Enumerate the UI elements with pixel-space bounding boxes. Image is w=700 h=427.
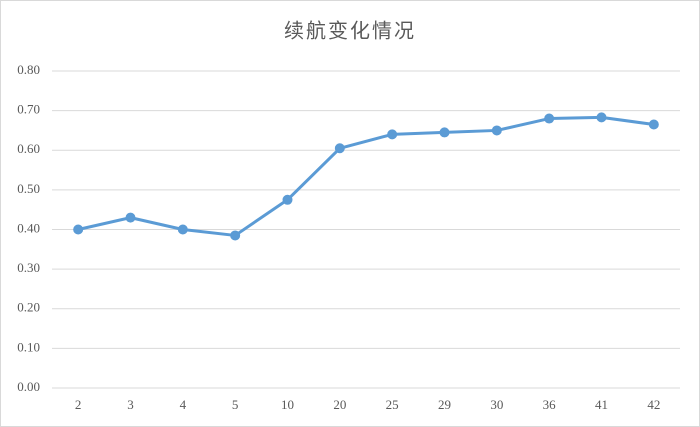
chart-title: 续航变化情况 bbox=[284, 20, 416, 43]
x-tick-label: 42 bbox=[647, 397, 660, 412]
x-tick-label: 25 bbox=[386, 397, 399, 412]
y-tick-label: 0.60 bbox=[17, 141, 40, 156]
data-point bbox=[73, 224, 84, 235]
x-tick-label: 4 bbox=[180, 397, 187, 412]
data-point bbox=[544, 113, 555, 124]
y-tick-label: 0.20 bbox=[17, 300, 40, 315]
data-point bbox=[596, 112, 607, 123]
y-tick-label: 0.50 bbox=[17, 181, 40, 196]
data-line bbox=[77, 115, 655, 237]
x-tick-label: 10 bbox=[281, 397, 294, 412]
y-tick-label: 0.30 bbox=[17, 260, 40, 275]
data-point bbox=[491, 125, 502, 136]
x-tick-label: 20 bbox=[333, 397, 346, 412]
data-point bbox=[387, 129, 398, 140]
y-tick-label: 0.40 bbox=[17, 220, 40, 235]
y-tick-label: 0.00 bbox=[17, 379, 40, 394]
data-point bbox=[125, 212, 136, 223]
x-tick-label: 2 bbox=[75, 397, 82, 412]
x-tick-label: 30 bbox=[490, 397, 503, 412]
x-tick-label: 36 bbox=[543, 397, 557, 412]
x-tick-label: 5 bbox=[232, 397, 239, 412]
x-tick-label: 41 bbox=[595, 397, 608, 412]
data-point bbox=[439, 127, 450, 138]
data-point bbox=[282, 194, 293, 205]
x-tick-label: 29 bbox=[438, 397, 451, 412]
data-point bbox=[230, 230, 241, 241]
y-tick-label: 0.10 bbox=[17, 339, 40, 354]
data-point bbox=[648, 119, 659, 130]
data-point bbox=[177, 224, 188, 235]
y-tick-label: 0.70 bbox=[17, 102, 40, 117]
y-tick-label: 0.80 bbox=[17, 62, 40, 77]
data-point bbox=[334, 143, 345, 154]
x-tick-label: 3 bbox=[127, 397, 134, 412]
